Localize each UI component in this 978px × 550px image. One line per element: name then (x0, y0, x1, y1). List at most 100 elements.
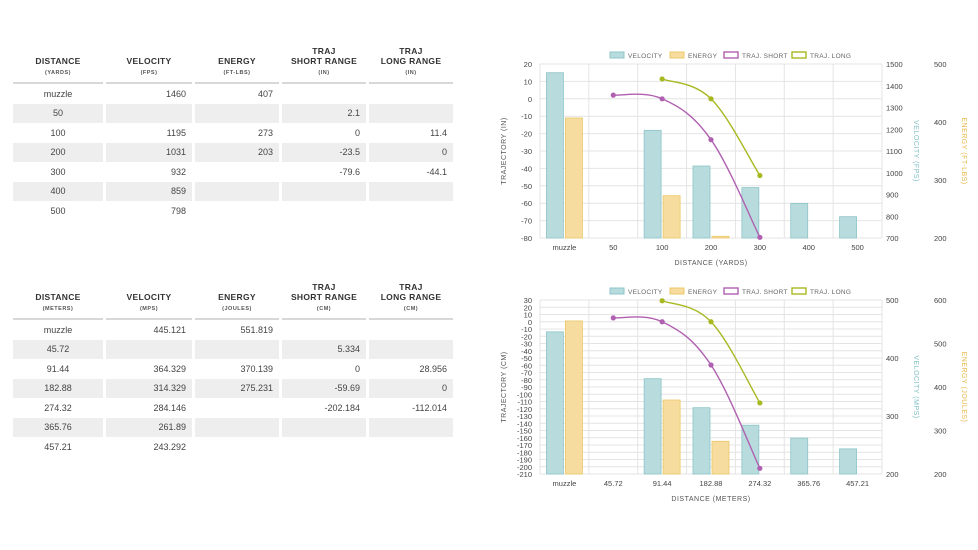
table-cell: 2.1 (282, 103, 366, 123)
table-cell: 1195 (166, 127, 186, 138)
table-cell (282, 201, 366, 221)
column-label: TRAJ LONG RANGE (380, 46, 442, 66)
table-row: 400 859 (13, 181, 453, 201)
bars (546, 72, 857, 239)
table-cell: -202.184 (324, 402, 360, 413)
table-cell: 1460 (165, 88, 186, 99)
tick-label: 20 (524, 60, 532, 69)
table-cell: -112.014 (412, 402, 447, 413)
tick-label: 400 (886, 354, 899, 363)
energy-bar (711, 235, 730, 239)
tick-label: -120 (517, 405, 532, 414)
legend-item: TRAJ. LONG (791, 51, 851, 60)
table-cell: -23.5 (282, 142, 366, 162)
tick-label: -150 (517, 427, 532, 436)
traj-short-point (708, 137, 714, 143)
table-cell: 500 (50, 205, 66, 216)
tick-label: -30 (521, 147, 532, 156)
legend-item: TRAJ. SHORT (723, 287, 787, 296)
tick-label: -170 (517, 441, 532, 450)
velocity-bar (790, 437, 809, 475)
legend-label: VELOCITY (628, 53, 663, 60)
table-cell (195, 181, 279, 201)
column-label: DISTANCE (35, 56, 81, 66)
tick-label: 800 (886, 212, 899, 221)
tick-label: 50 (609, 243, 617, 252)
table-cell: 551.819 (240, 324, 273, 335)
tick-label: 300 (934, 427, 947, 436)
tick-label: -60 (521, 199, 532, 208)
table-cell: 932 (170, 166, 186, 177)
column-label: TRAJ LONG RANGE (380, 282, 442, 302)
column-header: ENERGY (FT-LBS) (195, 46, 279, 84)
table-cell (282, 417, 366, 437)
traj-short-point (659, 319, 665, 325)
tick-label: -210 (517, 470, 532, 479)
table-cell (369, 181, 453, 201)
tick-label: -200 (517, 463, 532, 472)
energy-axis: 200 300 400 500 ENERGY (FT-LBS) (934, 60, 967, 243)
energy-bar (565, 117, 583, 239)
tick-label: 500 (851, 243, 864, 252)
table-cell (369, 339, 453, 359)
tick-label: 400 (934, 118, 947, 127)
table-cell: 364.329 (153, 363, 186, 374)
chart-svg: -80 -70 -60 -50 -40 -30 -20 -10 0 10 20 TRAJECTORY … (501, 51, 967, 267)
tick-label: 30 (524, 296, 532, 305)
table-cell (369, 437, 453, 457)
velocity-bar (692, 407, 711, 475)
table-cell: 284.146 (153, 402, 186, 413)
table-row: 457.21 243.292 (13, 437, 453, 457)
table-row: 300 932 -79.6 -44.1 (13, 162, 453, 182)
traj-long-point (757, 400, 763, 406)
velocity-bar (839, 216, 857, 239)
legend-swatch (723, 51, 739, 59)
traj-short-point (708, 362, 714, 368)
column-label: DISTANCE (35, 292, 81, 302)
column-label: VELOCITY (126, 292, 172, 302)
table-cell: 407 (257, 88, 273, 99)
bars (546, 320, 857, 475)
legend: VELOCITY ENERGY TRAJ. SHORT TRAJ. LONG (609, 51, 851, 60)
tick-label: 200 (886, 470, 899, 479)
tick-label: 0 (528, 95, 532, 104)
tick-label: 200 (934, 470, 947, 479)
legend-swatch (791, 287, 807, 295)
tick-label: -110 (518, 398, 532, 407)
table-cell: 261.89 (106, 417, 192, 437)
table-cell (106, 339, 192, 359)
tick-label: 900 (886, 191, 899, 200)
tick-label: -20 (521, 332, 532, 341)
table-cell (106, 103, 192, 123)
column-unit: (YARDS) (45, 70, 71, 76)
tick-label: 182.88 (700, 479, 723, 488)
tick-label: -30 (521, 340, 532, 349)
table-row: 200 1031 203 -23.5 0 (13, 142, 453, 162)
legend-item: VELOCITY (609, 51, 663, 60)
tick-label: -80 (521, 376, 532, 385)
table-cell (195, 162, 279, 182)
tick-label: -180 (517, 448, 532, 457)
tick-label: -70 (521, 369, 532, 378)
traj-short-point (757, 465, 763, 471)
tick-label: 600 (934, 296, 947, 305)
velocity-axis: 700 800 900 1000 1100 1200 1300 1400 1500 VELOCIT… (886, 60, 919, 243)
energy-bar (662, 195, 681, 239)
table-cell (195, 103, 279, 123)
axis-label: DISTANCE (YARDS) (674, 260, 747, 267)
tick-label: -90 (521, 383, 532, 392)
table-cell: 370.139 (240, 363, 273, 374)
axis-label: VELOCITY (MPS) (912, 355, 919, 418)
tick-label: 400 (802, 243, 815, 252)
tick-label: -70 (521, 217, 532, 226)
legend-label: ENERGY (688, 53, 718, 60)
legend-item: TRAJ. SHORT (723, 51, 787, 60)
traj-long-point (659, 298, 665, 304)
column-unit: (CM) (403, 306, 419, 312)
velocity-bar (839, 448, 857, 475)
axis-label: TRAJECTORY (CM) (501, 351, 508, 422)
trajectory-axis: -80 -70 -60 -50 -40 -30 -20 -10 0 10 20 TRAJECTORY … (501, 60, 532, 243)
table-cell (282, 320, 366, 340)
tick-label: -10 (521, 325, 532, 334)
table-cell (369, 417, 453, 437)
